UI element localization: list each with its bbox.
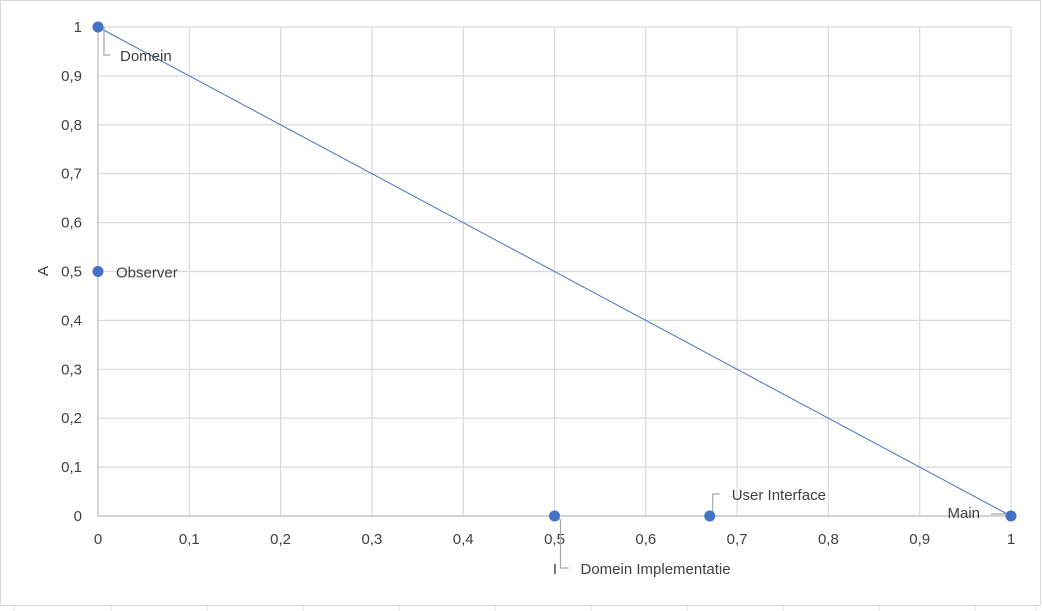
data-point [704, 510, 716, 522]
x-axis-tick-labels: 0 0,1 0,2 0,3 0,4 0,5 0,6 0,7 0,8 0,9 1 [94, 531, 1015, 548]
data-point [549, 510, 560, 522]
y-tick-label: 0,9 [61, 68, 82, 85]
data-label: Observer [116, 265, 178, 282]
y-tick-label: 0,6 [61, 215, 82, 232]
x-tick-label: 0,6 [635, 531, 656, 548]
y-tick-label: 0,5 [61, 264, 82, 281]
x-axis-title: I [553, 561, 557, 578]
data-label: Domein Implementatie [581, 561, 731, 578]
x-tick-label: 0,1 [179, 531, 200, 548]
y-tick-label: 0,7 [61, 166, 82, 183]
x-tick-label: 0,9 [909, 531, 930, 548]
x-tick-label: 0,4 [453, 531, 474, 548]
y-tick-label: 0 [74, 508, 82, 525]
x-tick-label: 0 [94, 531, 102, 548]
x-tick-label: 0,8 [818, 531, 839, 548]
x-tick-label: 0,5 [544, 531, 565, 548]
y-tick-label: 0,8 [61, 117, 82, 134]
reference-line-layer [97, 26, 1012, 517]
x-tick-label: 0,7 [727, 531, 748, 548]
data-point [1005, 510, 1017, 522]
leader-line [103, 27, 110, 56]
y-tick-label: 0,4 [61, 312, 82, 329]
main-sequence-line [97, 26, 1012, 517]
data-label: User Interface [732, 487, 826, 504]
y-axis-tick-labels: 0 0,1 0,2 0,3 0,4 0,5 0,6 0,7 0,8 0,9 1 [61, 19, 82, 525]
x-tick-label: 0,2 [270, 531, 291, 548]
data-points [92, 21, 1017, 522]
data-point [92, 21, 104, 33]
y-tick-label: 1 [74, 19, 82, 36]
x-tick-label: 0,3 [361, 531, 382, 548]
data-label: Domein [120, 48, 172, 65]
y-tick-label: 0,1 [61, 459, 82, 476]
data-labels: Domein Observer Domein Implementatie User I… [116, 48, 980, 578]
data-point [92, 266, 104, 277]
y-tick-label: 0,3 [61, 361, 82, 378]
y-tick-label: 0,2 [61, 410, 82, 427]
data-label: Main [947, 505, 980, 522]
x-tick-label: 1 [1007, 531, 1015, 548]
y-axis-title: A [35, 266, 52, 276]
